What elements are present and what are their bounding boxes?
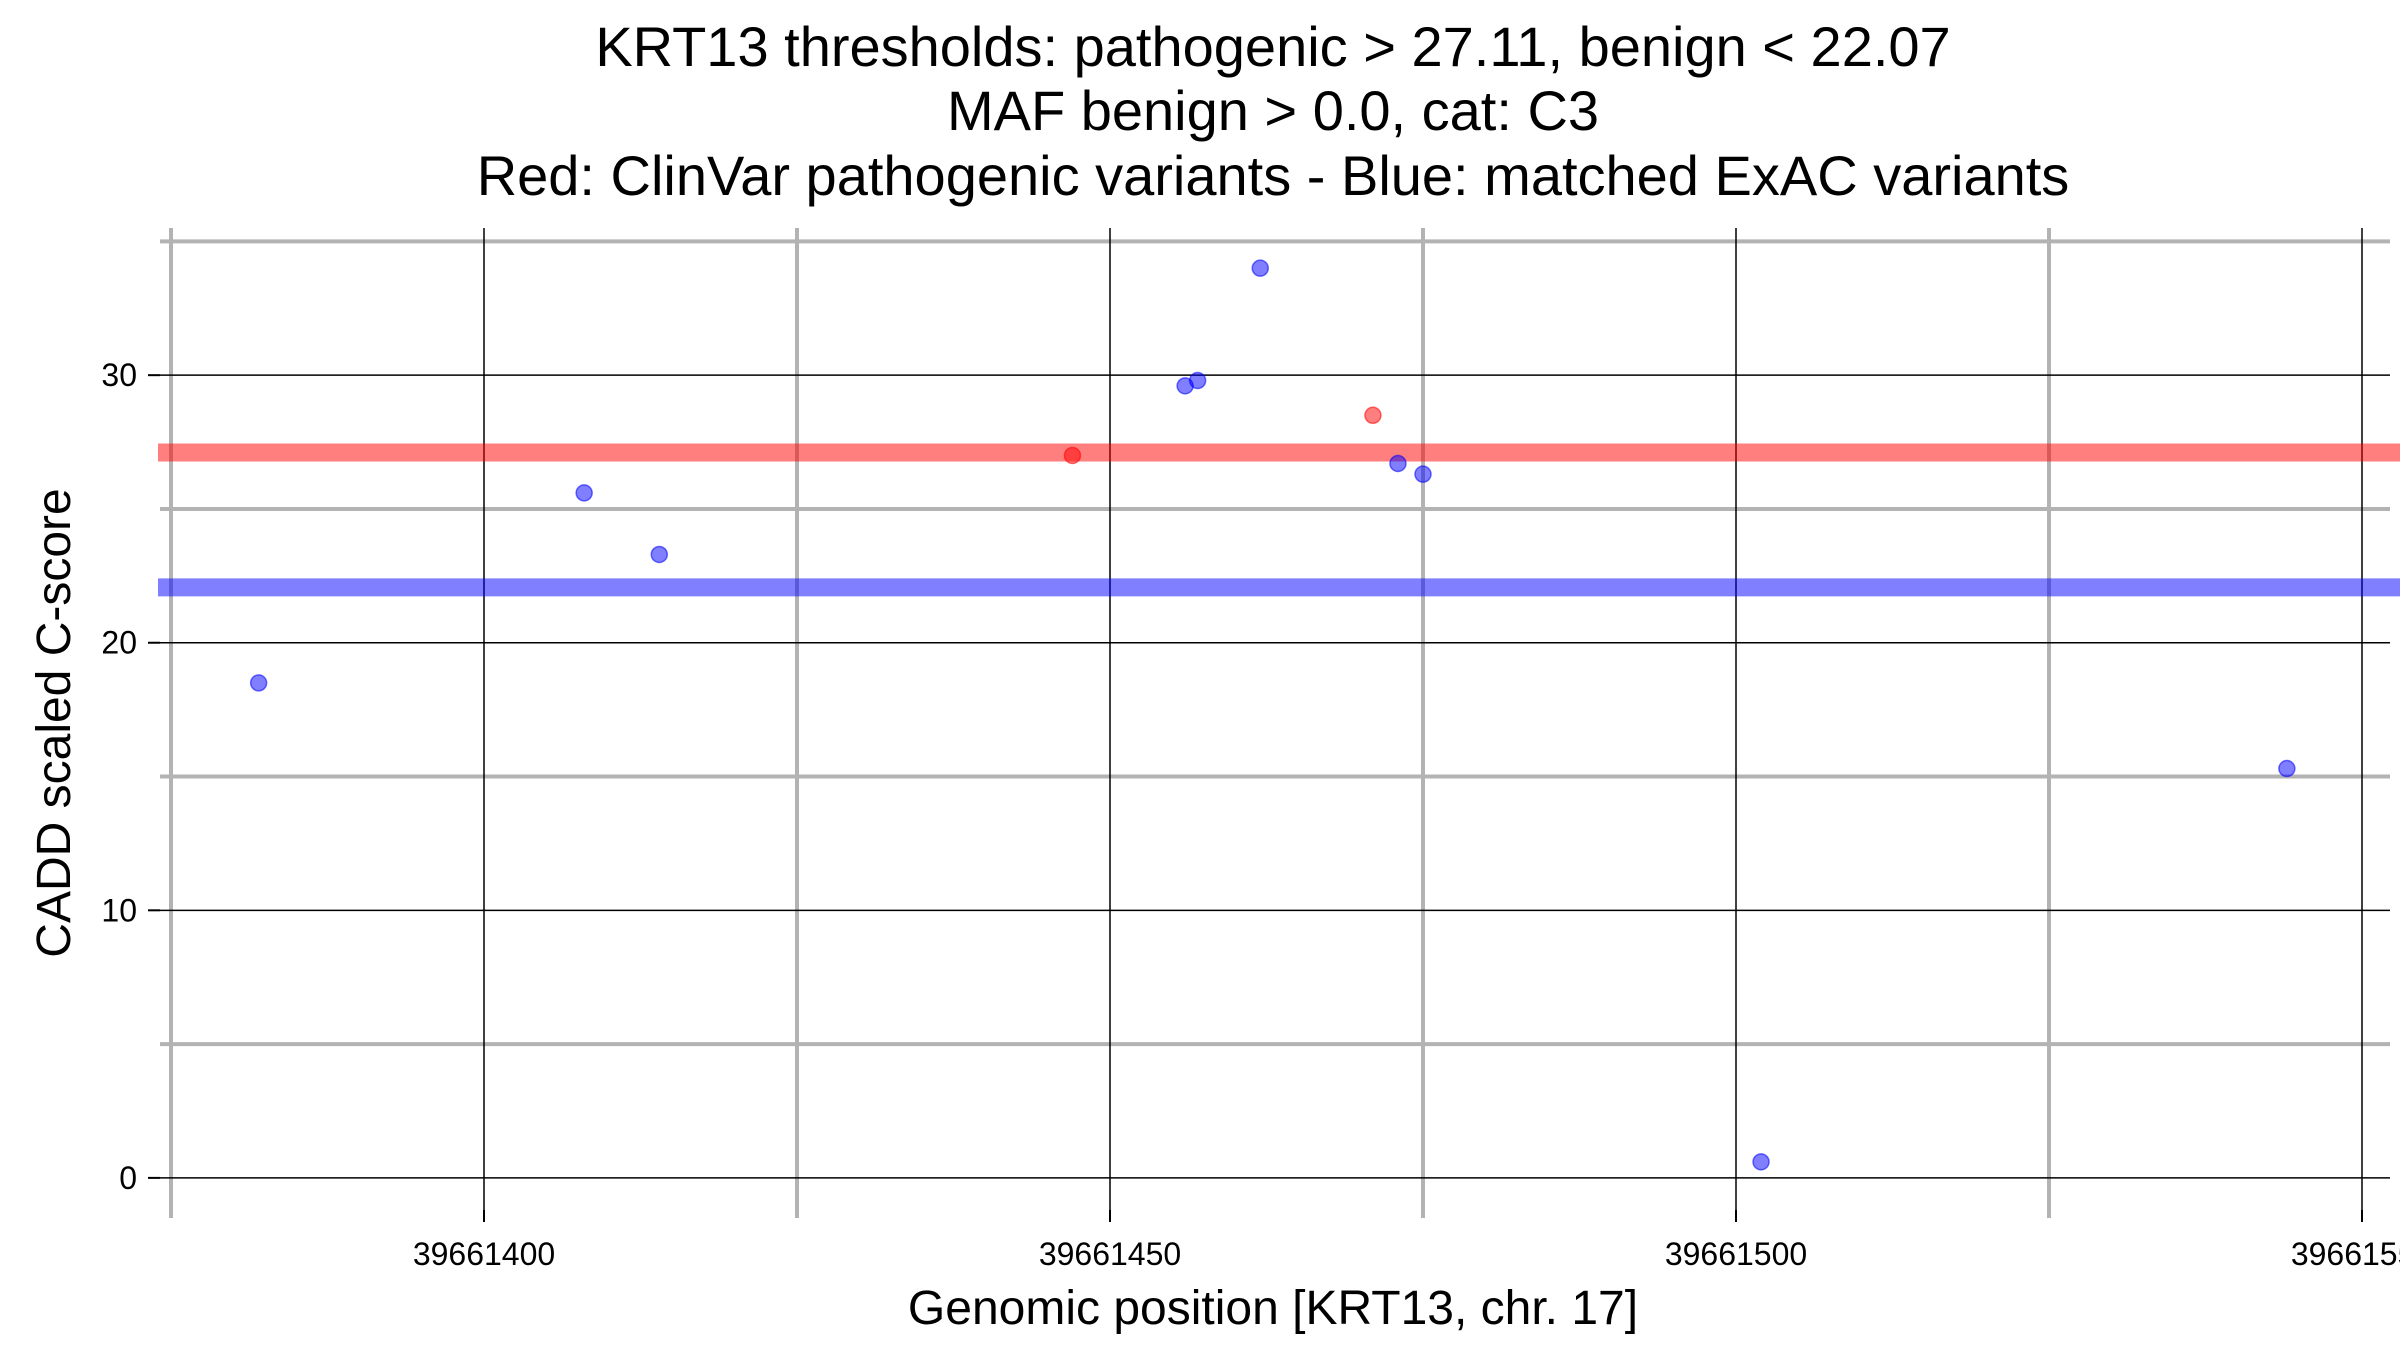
y-tick-label: 30	[101, 357, 137, 393]
title-line-2: MAF benign > 0.0, cat: C3	[947, 79, 1599, 142]
exac-variant-point	[650, 545, 669, 564]
exac-variant-point	[2278, 759, 2296, 778]
x-tick-label: 39661500	[1665, 1236, 1807, 1272]
exac-variant-point	[1251, 259, 1269, 277]
y-tick-label: 20	[101, 625, 137, 661]
threshold-lines	[158, 443, 2400, 597]
clinvar-pathogenic-point	[1063, 446, 1082, 465]
exac-variant-point	[1188, 371, 1207, 390]
title-line-1: KRT13 thresholds: pathogenic > 27.11, be…	[595, 15, 1950, 78]
exac-variant-point	[1752, 1153, 1770, 1171]
y-tick-label: 0	[119, 1160, 137, 1196]
x-tick-label: 39661400	[413, 1236, 555, 1272]
y-axis-title: CADD scaled C-score	[28, 488, 81, 957]
exac-variant-point	[1389, 454, 1407, 473]
clinvar-pathogenic-point	[1364, 406, 1382, 425]
y-tick-label: 10	[101, 892, 137, 928]
x-tick-label: 39661450	[1039, 1236, 1181, 1272]
major-grid	[160, 228, 2390, 1210]
data-points	[249, 259, 2296, 1171]
axes: 0 10 20 30 39661400 39661450 39661500 39661550	[101, 357, 2400, 1272]
title-line-3: Red: ClinVar pathogenic variants - Blue:…	[477, 144, 2070, 207]
exac-variant-point	[575, 484, 593, 502]
x-tick-label: 39661550	[2291, 1236, 2400, 1272]
exac-variant-point	[1414, 465, 1432, 483]
minor-grid	[160, 228, 2390, 1218]
exac-variant-point	[249, 674, 268, 692]
chart-title: KRT13 thresholds: pathogenic > 27.11, be…	[477, 15, 2070, 207]
x-axis-title: Genomic position [KRT13, chr. 17]	[908, 1282, 1638, 1335]
